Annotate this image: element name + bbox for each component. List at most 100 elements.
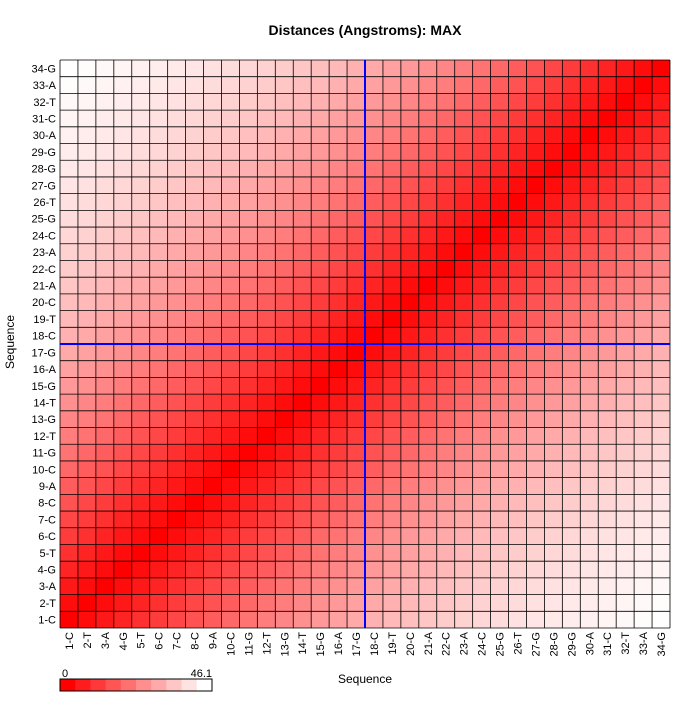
heatmap-cell[interactable] (598, 327, 617, 344)
heatmap-cell[interactable] (598, 110, 617, 127)
heatmap-cell[interactable] (311, 160, 330, 177)
heatmap-cell[interactable] (221, 594, 240, 612)
heatmap-cell[interactable] (221, 460, 240, 478)
heatmap-cell[interactable] (275, 60, 294, 77)
heatmap-cell[interactable] (418, 360, 437, 378)
heatmap-cell[interactable] (634, 176, 653, 194)
heatmap-cell[interactable] (167, 527, 186, 545)
heatmap-cell[interactable] (400, 561, 419, 578)
heatmap-cell[interactable] (634, 93, 653, 111)
heatmap-cell[interactable] (382, 527, 401, 545)
heatmap-cell[interactable] (616, 544, 635, 562)
heatmap-cell[interactable] (490, 93, 509, 111)
heatmap-cell[interactable] (616, 260, 635, 278)
heatmap-cell[interactable] (454, 243, 473, 261)
heatmap-cell[interactable] (113, 444, 132, 461)
heatmap-cell[interactable] (508, 444, 527, 461)
heatmap-cell[interactable] (239, 110, 258, 127)
heatmap-cell[interactable] (60, 277, 78, 294)
heatmap-cell[interactable] (239, 410, 258, 428)
heatmap-cell[interactable] (60, 327, 78, 344)
heatmap-cell[interactable] (60, 594, 78, 612)
heatmap-cell[interactable] (580, 327, 599, 344)
heatmap-cell[interactable] (616, 143, 635, 161)
heatmap-cell[interactable] (113, 76, 132, 94)
heatmap-cell[interactable] (544, 494, 563, 512)
heatmap-cell[interactable] (239, 344, 258, 361)
heatmap-cell[interactable] (508, 611, 527, 628)
heatmap-cell[interactable] (580, 427, 599, 445)
heatmap-cell[interactable] (275, 611, 294, 628)
heatmap-cell[interactable] (580, 277, 599, 294)
heatmap-cell[interactable] (131, 293, 150, 311)
heatmap-cell[interactable] (454, 260, 473, 278)
heatmap-cell[interactable] (436, 527, 455, 545)
heatmap-cell[interactable] (652, 460, 670, 478)
heatmap-cell[interactable] (149, 594, 168, 612)
heatmap-cell[interactable] (382, 344, 401, 361)
heatmap-cell[interactable] (113, 277, 132, 294)
heatmap-cell[interactable] (347, 210, 365, 228)
heatmap-cell[interactable] (544, 377, 563, 395)
heatmap-cell[interactable] (616, 561, 635, 578)
heatmap-cell[interactable] (185, 210, 204, 228)
heatmap-cell[interactable] (436, 160, 455, 177)
heatmap-cell[interactable] (293, 277, 312, 294)
heatmap-cell[interactable] (149, 611, 168, 628)
heatmap-cell[interactable] (131, 327, 150, 344)
heatmap-cell[interactable] (436, 410, 455, 428)
heatmap-cell[interactable] (347, 110, 365, 127)
heatmap-cell[interactable] (167, 444, 186, 461)
heatmap-cell[interactable] (400, 460, 419, 478)
heatmap-cell[interactable] (508, 577, 527, 595)
heatmap-cell[interactable] (77, 544, 96, 562)
heatmap-cell[interactable] (239, 126, 258, 144)
heatmap-cell[interactable] (95, 160, 114, 177)
heatmap-cell[interactable] (113, 93, 132, 111)
heatmap-cell[interactable] (203, 410, 222, 428)
heatmap-cell[interactable] (436, 577, 455, 595)
heatmap-cell[interactable] (580, 444, 599, 461)
heatmap-cell[interactable] (239, 527, 258, 545)
heatmap-cell[interactable] (149, 60, 168, 77)
heatmap-cell[interactable] (77, 527, 96, 545)
heatmap-cell[interactable] (275, 126, 294, 144)
heatmap-cell[interactable] (95, 561, 114, 578)
heatmap-cell[interactable] (311, 444, 330, 461)
heatmap-cell[interactable] (293, 494, 312, 512)
heatmap-cell[interactable] (221, 227, 240, 244)
heatmap-cell[interactable] (634, 360, 653, 378)
heatmap-cell[interactable] (436, 377, 455, 395)
heatmap-cell[interactable] (257, 577, 276, 595)
heatmap-cell[interactable] (221, 410, 240, 428)
heatmap-cell[interactable] (221, 344, 240, 361)
heatmap-cell[interactable] (293, 394, 312, 411)
heatmap-cell[interactable] (60, 460, 78, 478)
heatmap-cell[interactable] (221, 93, 240, 111)
heatmap-cells[interactable] (60, 60, 670, 628)
heatmap-cell[interactable] (347, 377, 365, 395)
heatmap-cell[interactable] (257, 511, 276, 528)
heatmap-cell[interactable] (472, 110, 491, 127)
heatmap-cell[interactable] (382, 410, 401, 428)
heatmap-cell[interactable] (203, 494, 222, 512)
heatmap-cell[interactable] (634, 293, 653, 311)
heatmap-cell[interactable] (149, 93, 168, 111)
heatmap-cell[interactable] (329, 527, 348, 545)
heatmap-cell[interactable] (60, 427, 78, 445)
heatmap-cell[interactable] (131, 277, 150, 294)
heatmap-cell[interactable] (562, 210, 581, 228)
heatmap-cell[interactable] (526, 160, 545, 177)
heatmap-cell[interactable] (652, 527, 670, 545)
heatmap-cell[interactable] (167, 277, 186, 294)
heatmap-cell[interactable] (472, 60, 491, 77)
heatmap-cell[interactable] (293, 410, 312, 428)
heatmap-cell[interactable] (167, 143, 186, 161)
heatmap-cell[interactable] (544, 93, 563, 111)
heatmap-cell[interactable] (95, 410, 114, 428)
heatmap-cell[interactable] (400, 93, 419, 111)
heatmap-cell[interactable] (616, 327, 635, 344)
heatmap-cell[interactable] (382, 460, 401, 478)
heatmap-cell[interactable] (185, 260, 204, 278)
heatmap-cell[interactable] (131, 577, 150, 595)
